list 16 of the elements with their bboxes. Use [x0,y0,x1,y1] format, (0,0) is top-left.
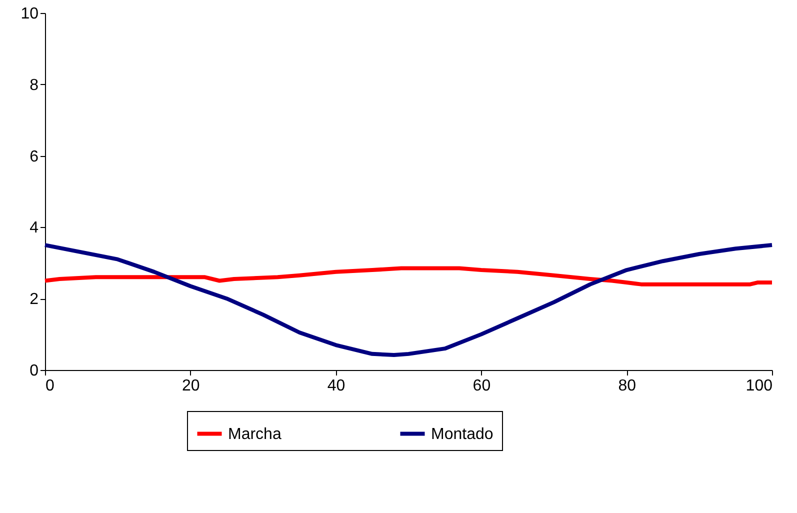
x-tick-label: 0 [46,378,54,394]
legend-label: Marcha [228,426,282,443]
y-tick-label: 4 [30,220,39,237]
y-tick-label: 0 [30,362,39,380]
line-series [43,243,774,358]
y-tick-label: 2 [30,291,39,308]
y-tick-label: 10 [20,6,39,22]
x-tick-label: 80 [618,378,636,394]
x-tick-label: 20 [182,378,200,394]
legend-label: Montado [431,426,494,443]
y-tick-label: 6 [30,148,39,166]
line-series [43,266,774,286]
x-tick-label: 60 [472,378,491,394]
x-tick-label: 100 [746,378,773,394]
y-tick-label: 8 [30,76,39,94]
x-tick-label: 40 [327,378,346,394]
